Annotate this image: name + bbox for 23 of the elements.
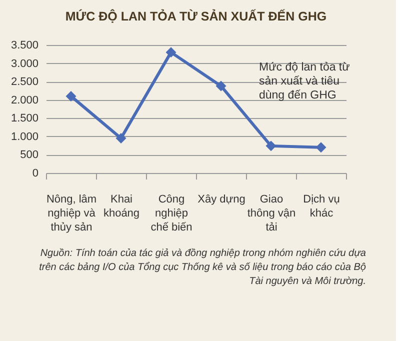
x-tick-label: Xây dựng bbox=[198, 194, 246, 206]
point bbox=[316, 142, 326, 153]
chart-title: MỨC ĐỘ LAN TỎA TỪ SẢN XUẤT ĐẾN GHG bbox=[65, 8, 327, 24]
x-tick-label: Công nghiệp chế biến bbox=[150, 194, 192, 234]
point bbox=[116, 133, 126, 144]
y-tick-label: 2.000 bbox=[10, 94, 38, 106]
y-tick-label: 3.000 bbox=[10, 58, 38, 70]
x-tick-label: Dịch vụ khác bbox=[303, 194, 340, 220]
y-tick-label: 1.500 bbox=[10, 112, 38, 125]
x-tick-label: Nông, lâm nghiệp và thủy sản bbox=[46, 194, 97, 234]
x-tick-label: Khai khoáng bbox=[103, 194, 140, 220]
point bbox=[66, 90, 76, 102]
y-tick-label: 1.000 bbox=[10, 130, 38, 143]
y-tick-label: 2.500 bbox=[10, 76, 38, 88]
x-tick-label: Giao thông vận tải bbox=[247, 194, 296, 234]
y-tick-label: 3.500 bbox=[10, 40, 38, 52]
y-tick-label: 500 bbox=[20, 149, 38, 162]
y-tick-label: 0 bbox=[32, 168, 38, 180]
point bbox=[216, 80, 226, 92]
point bbox=[266, 140, 276, 152]
point bbox=[166, 47, 176, 58]
series-label: Mức độ lan tỏa từ sản xuất và tiêu dùng đến GHG bbox=[259, 62, 350, 102]
text: Nguồn: Tính toán của tác giả và đồng nghiệp trong nhóm nghiên cứu dựa trên các bảng I/O của Tổng cục Thống kê và số liệu trong báo cáo của Bộ Tài nguyên và Môi trường. bbox=[39, 248, 366, 287]
